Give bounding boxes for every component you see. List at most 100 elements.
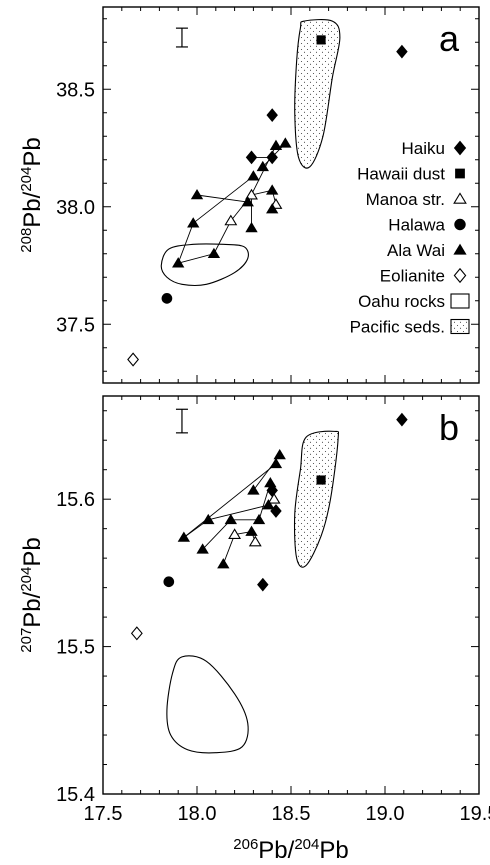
manoa-str-point: [228, 528, 242, 540]
hawaii-dust-point: [316, 35, 326, 45]
manoa-str-point: [267, 492, 281, 504]
eolianite-point: [127, 352, 139, 367]
ala-wai-point: [266, 203, 279, 214]
y-label-pb-numerator: Pb/: [19, 591, 46, 627]
panel-a-ticks: 37.5 38.0 38.5: [56, 7, 480, 383]
legend-label-pacific-seds: Pacific seds.: [350, 318, 445, 337]
haiku-point: [266, 150, 278, 165]
haiku-point: [396, 44, 408, 59]
ala-wai-point: [241, 196, 254, 207]
panel-b-ticks: 15.4 15.5 15.6 17.5 18.0 18.5 19.0 19.5: [56, 396, 490, 825]
ala-wai-point: [247, 170, 260, 181]
x-tick-label: 19.0: [366, 803, 405, 825]
tie-line: [178, 253, 215, 264]
tie-line: [196, 194, 248, 203]
ala-wai-point: [273, 448, 286, 460]
haiku-point: [396, 412, 408, 427]
tie-line: [192, 175, 254, 224]
ala-wai-point: [269, 457, 283, 469]
tie-line: [213, 220, 232, 254]
legend-label-hawaii-dust: Hawaii dust: [357, 165, 445, 184]
legend-marker-eolianite: [453, 267, 467, 284]
ala-wai-point: [190, 189, 204, 200]
ala-wai-point: [217, 558, 230, 569]
legend-label-ala-wai: Ala Wai: [387, 241, 445, 260]
ala-wai-point: [224, 513, 238, 525]
panel-a-error-bar: [175, 27, 188, 48]
ala-wai-point: [245, 221, 258, 233]
y-tick-label: 15.4: [56, 784, 95, 806]
panel-b-points: [130, 412, 408, 641]
x-tick-label: 19.5: [460, 803, 490, 825]
y-label-mass-207: 207: [18, 628, 35, 653]
ala-wai-point: [247, 484, 260, 495]
x-axis-label: 206Pb/204Pb: [233, 836, 348, 864]
ala-wai-point: [269, 139, 283, 150]
ala-wai-point: [172, 257, 185, 268]
oahu-rocks-field: [160, 243, 249, 287]
ala-wai-point: [262, 499, 275, 510]
haiku-point: [266, 108, 278, 122]
panel-a: 37.5 38.0 38.5 a 208Pb/204Pb Haiku Hawaii d…: [18, 6, 480, 384]
pacific-seds-field: [293, 430, 340, 568]
pacific-seds-field: [294, 19, 341, 169]
ala-wai-point: [245, 525, 258, 536]
ala-wai-point: [177, 531, 191, 542]
y-label-mass-204: 204: [18, 167, 35, 192]
tie-line: [208, 504, 269, 521]
legend-label-haiku: Haiku: [402, 139, 445, 158]
y-tick-label: 15.5: [56, 637, 95, 659]
tie-line: [177, 223, 194, 264]
x-label-mass-206: 206: [233, 836, 258, 853]
y-label-mass-208: 208: [18, 228, 35, 253]
legend-label-manoa-str: Manoa str.: [366, 190, 445, 209]
tie-line: [183, 463, 277, 538]
manoa-str-point: [224, 214, 238, 226]
y-tick-label: 38.5: [56, 79, 95, 101]
ala-wai-point: [252, 513, 266, 525]
panel-b-fields: [166, 430, 340, 754]
tie-line: [222, 534, 236, 565]
x-tick-label: 18.0: [178, 803, 217, 825]
manoa-str-point: [248, 535, 262, 547]
x-label-mass-204: 204: [294, 836, 319, 853]
ala-wai-point: [207, 247, 221, 259]
haiku-point: [257, 577, 269, 592]
panel-b: 15.415.515.617.518.018.519.019.5 b 207Pb…: [18, 395, 490, 864]
y-tick-label: 15.6: [56, 489, 95, 511]
legend-marker-hawaii-dust: [455, 168, 465, 179]
oahu-rocks-field: [166, 655, 249, 754]
y-tick-label: 38.0: [56, 197, 95, 219]
manoa-str-point: [245, 188, 258, 200]
hawaii-dust-point: [316, 475, 326, 485]
ala-wai-point: [196, 543, 209, 554]
panel-b-frame: [102, 395, 480, 795]
x-label-pb-denominator: Pb: [319, 837, 348, 864]
legend-marker-manoa-str: [453, 192, 467, 204]
y-label-pb-denominator: Pb: [19, 537, 46, 566]
y-label-mass-204: 204: [18, 567, 35, 592]
ala-wai-point: [202, 513, 215, 525]
x-label-pb-numerator: Pb/: [258, 837, 294, 864]
ala-wai-point: [279, 137, 292, 148]
legend-marker-pacific-seds: [450, 318, 470, 335]
ala-wai-point: [256, 160, 269, 172]
panel-a-points: [127, 35, 408, 367]
panel-a-label: a: [439, 18, 460, 59]
ala-wai-point: [266, 184, 279, 195]
legend-marker-haiku: [453, 140, 467, 156]
legend-label-oahu-rocks: Oahu rocks: [358, 292, 445, 311]
legend-marker-ala-wai: [453, 243, 467, 255]
panel-b-error-bar: [175, 408, 188, 434]
legend-marker-halawa: [454, 218, 466, 231]
panel-b-connections: [183, 454, 281, 565]
x-tick-label: 17.5: [84, 803, 123, 825]
tie-line: [202, 519, 232, 550]
ala-wai-point: [187, 217, 200, 228]
legend-label-halawa: Halawa: [388, 216, 445, 235]
eolianite-point: [130, 626, 143, 641]
halawa-point: [163, 576, 175, 588]
ala-wai-point: [264, 476, 277, 488]
x-tick-label: 18.5: [272, 803, 311, 825]
